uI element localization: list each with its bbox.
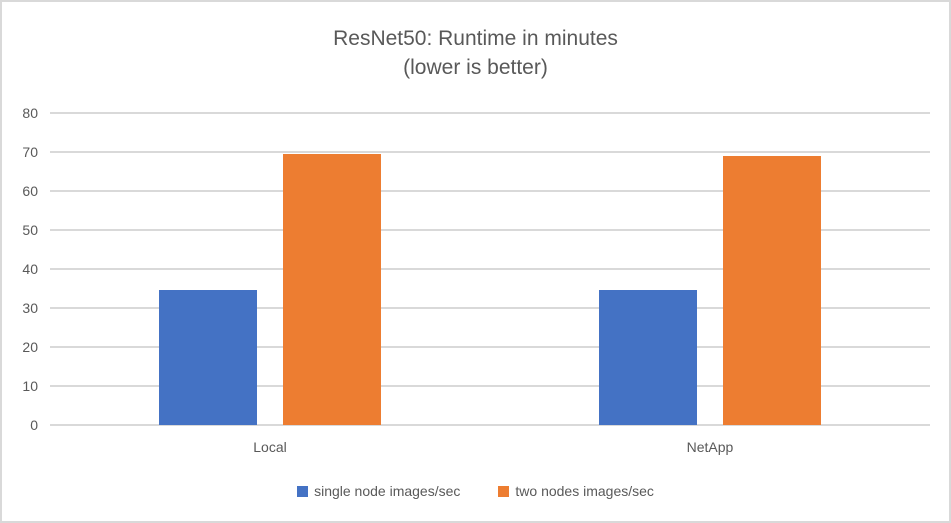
legend-label: two nodes images/sec — [515, 483, 654, 499]
legend-swatch-icon — [498, 485, 510, 497]
gridline-60 — [50, 190, 930, 192]
bar-netapp-single-node-images-sec — [599, 290, 697, 425]
gridline-0 — [50, 424, 930, 426]
gridline-80 — [50, 112, 930, 114]
bar-group-local — [50, 113, 490, 425]
y-tick-label-40: 40 — [22, 261, 38, 277]
legend-swatch-icon — [297, 485, 309, 497]
chart-title: ResNet50: Runtime in minutes (lower is b… — [2, 24, 949, 82]
y-tick-label-60: 60 — [22, 183, 38, 199]
gridline-20 — [50, 346, 930, 348]
legend-item-two-nodes-images-sec: two nodes images/sec — [498, 483, 654, 499]
y-tick-label-0: 0 — [30, 417, 38, 433]
plot-area — [50, 112, 930, 426]
gridline-30 — [50, 307, 930, 309]
y-tick-label-20: 20 — [22, 339, 38, 355]
y-tick-label-30: 30 — [22, 300, 38, 316]
gridline-40 — [50, 268, 930, 270]
y-tick-label-70: 70 — [22, 144, 38, 160]
gridline-10 — [50, 385, 930, 387]
x-axis: Local NetApp — [50, 439, 930, 455]
bar-group-netapp — [490, 113, 930, 425]
bar-netapp-two-nodes-images-sec — [723, 155, 821, 425]
legend-item-single-node-images-sec: single node images/sec — [297, 483, 460, 499]
x-category-label-netapp: NetApp — [686, 439, 734, 455]
x-category-label-local: Local — [253, 439, 287, 455]
bar-local-two-nodes-images-sec — [283, 153, 381, 425]
chart-title-line2: (lower is better) — [403, 56, 548, 79]
y-tick-label-10: 10 — [22, 378, 38, 394]
y-tick-label-80: 80 — [22, 105, 38, 121]
bar-local-single-node-images-sec — [159, 290, 257, 425]
y-tick-label-50: 50 — [22, 222, 38, 238]
legend: single node images/sec two nodes images/s… — [2, 483, 949, 499]
chart-title-line1: ResNet50: Runtime in minutes — [333, 27, 618, 50]
y-axis: 0 10 20 30 40 50 60 70 80 — [2, 106, 38, 432]
legend-label: single node images/sec — [314, 483, 461, 499]
gridline-50 — [50, 229, 930, 231]
gridline-70 — [50, 151, 930, 153]
bar-groups — [50, 113, 930, 425]
